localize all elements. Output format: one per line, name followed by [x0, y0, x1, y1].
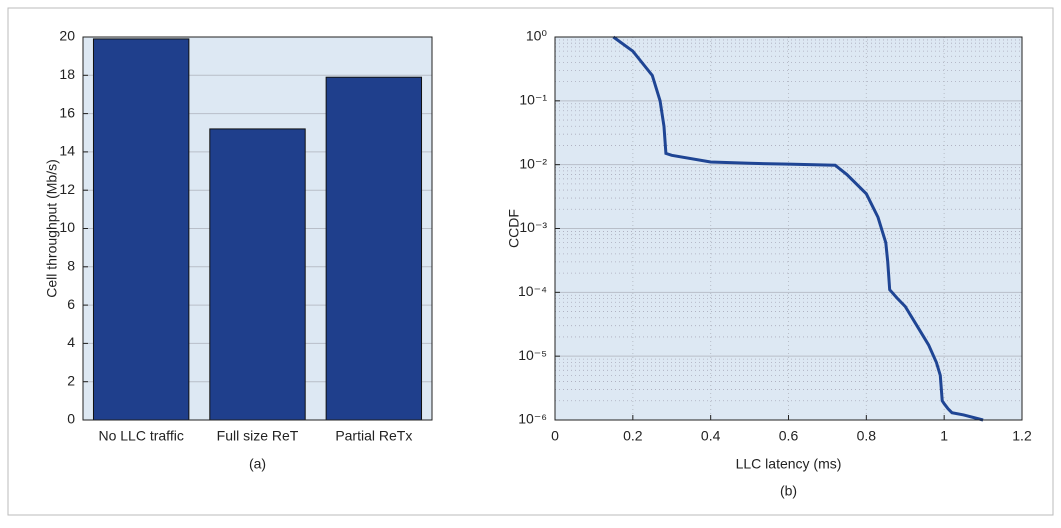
- y-tick-label: 10⁻²: [519, 155, 547, 171]
- y-axis-label: CCDF: [506, 209, 522, 248]
- y-axis-label: Cell throughput (Mb/s): [44, 159, 60, 298]
- y-tick-label: 4: [67, 334, 75, 350]
- y-tick-label: 10⁻⁴: [518, 283, 547, 299]
- y-tick-label: 2: [67, 372, 75, 388]
- y-tick-label: 14: [59, 143, 75, 159]
- y-tick-label: 0: [67, 411, 75, 427]
- x-tick-label: 0.2: [623, 428, 643, 444]
- y-tick-label: 12: [59, 181, 75, 197]
- caption: (b): [780, 483, 797, 499]
- bar: [325, 76, 423, 421]
- x-tick-label: 0.4: [701, 428, 721, 444]
- x-axis-label: LLC latency (ms): [736, 456, 842, 472]
- x-tick-label: 0.6: [779, 428, 799, 444]
- plot-border: [82, 36, 433, 421]
- y-tick-label: 10⁰: [526, 28, 548, 44]
- y-tick-label: 16: [59, 104, 75, 120]
- data-line: [612, 35, 984, 422]
- x-tick-label: Partial ReTx: [335, 428, 412, 444]
- x-tick-label: 0: [551, 428, 559, 444]
- x-tick-label: 1.2: [1012, 428, 1032, 444]
- x-tick-label: 1: [940, 428, 948, 444]
- y-tick-label: 20: [59, 28, 75, 44]
- plot-border: [554, 36, 1023, 421]
- y-tick-label: 10⁻¹: [519, 92, 547, 108]
- y-tick-label: 8: [67, 258, 75, 274]
- y-tick-label: 10: [59, 219, 75, 235]
- x-tick-label: 0.8: [857, 428, 877, 444]
- y-tick-label: 18: [59, 66, 75, 82]
- x-tick-label: Full size ReT: [217, 428, 299, 444]
- caption: (a): [249, 456, 266, 472]
- x-tick-label: No LLC traffic: [98, 428, 183, 444]
- bar: [92, 38, 190, 421]
- frame: [7, 7, 1054, 516]
- y-tick-label: 10⁻⁶: [518, 411, 547, 427]
- y-tick-label: 10⁻³: [519, 219, 547, 235]
- y-tick-label: 10⁻⁵: [518, 347, 547, 363]
- y-tick-label: 6: [67, 296, 75, 312]
- bar: [209, 128, 306, 421]
